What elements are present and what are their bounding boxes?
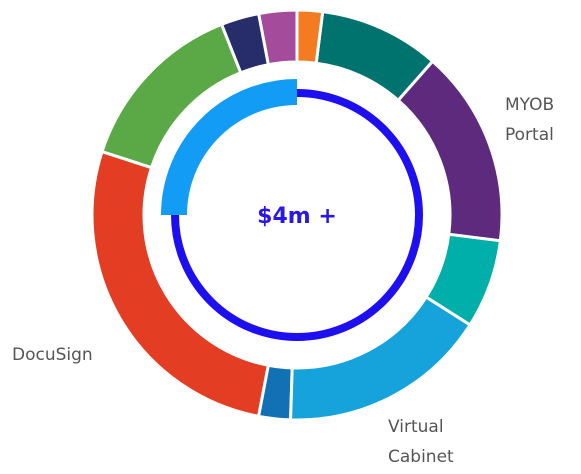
donut-segment [314, 9, 435, 103]
donut-segment [256, 363, 294, 422]
segment-label: MYOB Portal [505, 95, 555, 145]
donut-segment [424, 232, 503, 327]
donut-segment [90, 149, 271, 419]
center-label: $4m + [257, 204, 337, 229]
donut-segment [100, 22, 243, 170]
donut-segment [289, 294, 473, 422]
segment-label: DocuSign [12, 345, 93, 365]
progress-arc [161, 79, 298, 216]
donut-segment [396, 59, 504, 243]
segment-label: Virtual Cabinet [388, 417, 454, 467]
donut-segment [295, 8, 325, 65]
donut-segment [219, 11, 271, 75]
